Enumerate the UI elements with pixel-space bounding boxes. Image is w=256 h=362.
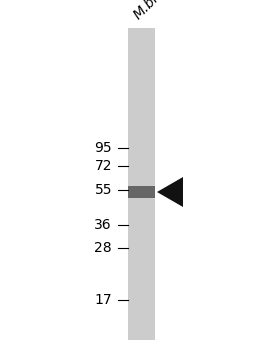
Polygon shape [157,177,183,207]
Text: M.brain: M.brain [131,0,178,22]
Text: 17: 17 [94,293,112,307]
Bar [128,28,155,340]
Text: 72: 72 [94,159,112,173]
Text: 95: 95 [94,141,112,155]
Text: 55: 55 [94,183,112,197]
Text: 36: 36 [94,218,112,232]
Text: 28: 28 [94,241,112,255]
Bar [128,186,155,198]
